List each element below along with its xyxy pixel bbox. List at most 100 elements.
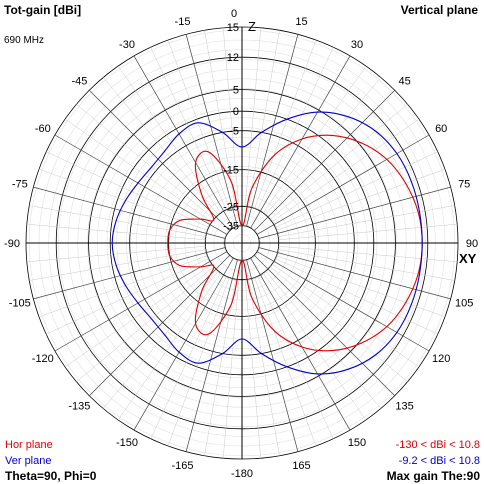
plane-label: Vertical plane [400, 3, 478, 17]
frequency-label: 690 MHz [4, 35, 45, 46]
major-spoke [133, 55, 234, 229]
major-spoke [250, 257, 351, 431]
radial-tick-label: 0 [233, 106, 239, 118]
minor-spoke [244, 27, 262, 207]
minor-spoke [275, 151, 438, 228]
minor-spoke [204, 30, 236, 207]
minor-spoke [103, 270, 219, 409]
radial-tick-label: -5 [229, 126, 239, 138]
polar-traces [111, 111, 423, 375]
minor-spoke [275, 258, 438, 335]
minor-spoke [117, 272, 222, 421]
major-spoke [246, 34, 299, 227]
angle-tick-label: 165 [292, 460, 310, 472]
minor-spoke [269, 266, 408, 382]
minor-spoke [204, 279, 236, 456]
angle-tick-label: -15 [175, 16, 191, 28]
major-spoke [256, 134, 430, 235]
angle-tick-label: -120 [32, 353, 54, 365]
radial-tick-label: 15 [227, 22, 239, 34]
minor-spoke [254, 39, 317, 209]
minor-spoke [254, 277, 317, 447]
minor-spoke [29, 249, 206, 281]
minor-spoke [262, 65, 367, 214]
major-spoke [258, 247, 451, 300]
minor-spoke [269, 104, 408, 220]
minor-spoke [278, 223, 458, 241]
major-spoke [89, 90, 231, 232]
angle-tick-label: 120 [432, 353, 450, 365]
minor-spoke [26, 245, 206, 263]
angle-tick-label: -135 [68, 401, 90, 413]
angle-tick-label: -180 [231, 468, 253, 480]
major-spoke [246, 259, 299, 452]
angle-tick-label: -60 [35, 123, 51, 135]
minor-spoke [64, 118, 213, 223]
angle-tick-label: -45 [71, 75, 87, 87]
ver-range: -9.2 < dBi < 10.8 [398, 455, 480, 467]
major-spoke [133, 257, 234, 431]
axis-label-xy: XY [459, 251, 477, 266]
major-spoke [185, 34, 238, 227]
minor-spoke [278, 205, 455, 237]
legend-ver-plane: Ver plane [5, 455, 52, 467]
angle-tick-label: -90 [4, 238, 20, 250]
angle-readout: Theta=90, Phi=0 [5, 469, 97, 483]
angle-tick-label: 75 [458, 179, 470, 191]
minor-spoke [265, 77, 381, 216]
minor-spoke [26, 223, 206, 241]
hor-range: -130 < dBi < 10.8 [395, 439, 480, 451]
major-spoke [89, 254, 231, 396]
minor-spoke [46, 258, 209, 335]
minor-spoke [271, 118, 420, 223]
angle-tick-label: 135 [395, 401, 413, 413]
radial-tick-label: -15 [223, 165, 239, 177]
chart-title: Tot-gain [dBi] [4, 3, 82, 17]
minor-spoke [76, 266, 215, 382]
minor-spoke [167, 39, 230, 209]
angle-tick-label: -105 [9, 298, 31, 310]
radial-tick-label: -25 [223, 201, 239, 213]
minor-spoke [248, 279, 280, 456]
minor-spoke [265, 270, 381, 409]
polar-grid [25, 26, 459, 460]
major-spoke [253, 254, 395, 396]
minor-spoke [222, 27, 240, 207]
angle-tick-label: 15 [295, 16, 307, 28]
minor-spoke [262, 272, 367, 421]
trace-hor-plane [167, 134, 423, 352]
angle-tick-label: 30 [351, 39, 363, 51]
angle-tick-label: 60 [435, 123, 447, 135]
radial-tick-label: 12 [227, 52, 239, 64]
angle-tick-label: 105 [455, 298, 473, 310]
minor-spoke [150, 276, 227, 439]
major-spoke [256, 251, 430, 352]
minor-spoke [167, 277, 230, 447]
major-spoke [33, 186, 226, 239]
major-spoke [253, 90, 395, 232]
minor-spoke [276, 255, 446, 318]
minor-spoke [276, 168, 446, 231]
minor-spoke [257, 276, 334, 439]
angle-tick-label: 0 [231, 8, 237, 20]
trace-ver-plane [111, 111, 423, 375]
major-spoke [258, 186, 451, 239]
minor-spoke [64, 263, 213, 368]
minor-spoke [29, 205, 206, 237]
major-spoke [54, 134, 228, 235]
minor-spoke [257, 47, 334, 210]
minor-spoke [103, 77, 219, 216]
minor-spoke [278, 249, 455, 281]
angle-tick-label: -30 [119, 39, 135, 51]
minor-spoke [271, 263, 420, 368]
minor-spoke [244, 279, 262, 459]
angle-tick-label: -75 [12, 179, 28, 191]
radial-tick-label: 5 [233, 85, 239, 97]
radial-tick-label: -35 [223, 221, 239, 233]
major-spoke [54, 251, 228, 352]
angle-tick-label: -165 [171, 460, 193, 472]
minor-spoke [222, 279, 240, 459]
legend-hor-plane: Hor plane [5, 439, 53, 451]
minor-spoke [248, 30, 280, 207]
angle-tick-label: 45 [398, 75, 410, 87]
